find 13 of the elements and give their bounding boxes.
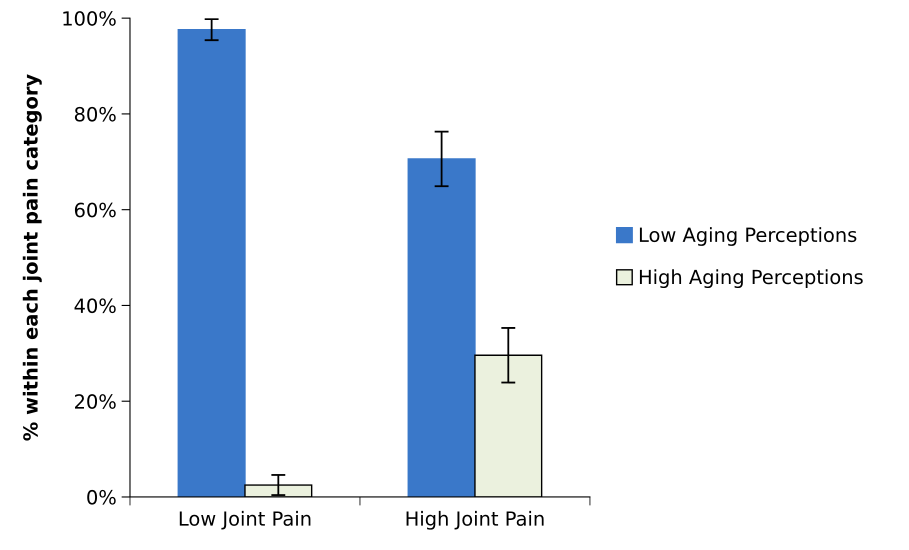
y-axis-title: % within each joint pain category (22, 74, 42, 441)
y-tick-label: 60% (74, 202, 116, 218)
legend-label: High Aging Perceptions (640, 269, 863, 288)
bar (408, 158, 476, 497)
x-tick-label: High Joint Pain (406, 510, 544, 530)
x-tick-label: Low Joint Pain (180, 510, 310, 530)
y-tick-label: 100% (63, 11, 116, 26)
y-tick-label: 0% (87, 490, 116, 505)
y-tick-label: 40% (74, 298, 116, 314)
y-tick-label: 20% (75, 394, 116, 409)
y-tick-label: 80% (74, 106, 116, 122)
bar (178, 28, 246, 497)
legend-label: Low Aging Perceptions (640, 227, 856, 246)
